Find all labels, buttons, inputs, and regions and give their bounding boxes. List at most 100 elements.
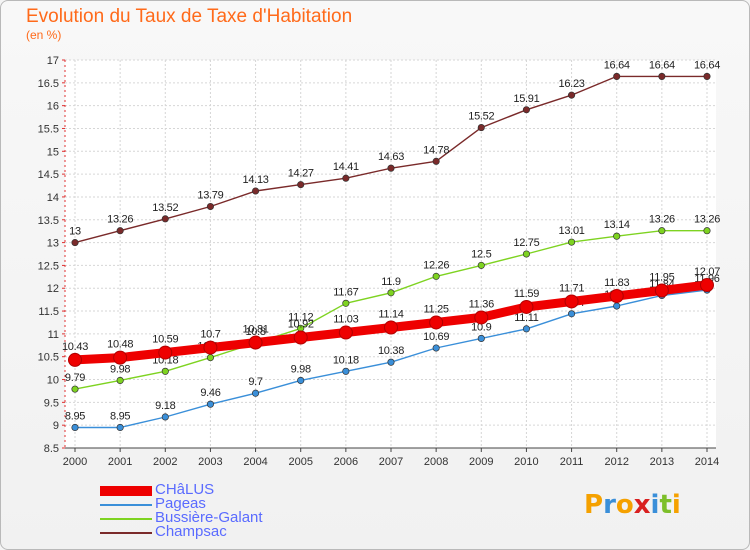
data-label-ch-lus: 11.71 (559, 282, 584, 294)
data-point-pageas (71, 423, 79, 432)
y-tick-label: 9 (53, 420, 59, 432)
data-point-bussi-re-galant (387, 289, 395, 297)
data-label-bussi-re-galant: 13.26 (694, 214, 720, 226)
data-point-champsac (116, 227, 124, 235)
y-tick-label: 9.5 (44, 397, 59, 409)
data-point-ch-lus (429, 315, 444, 330)
data-label-champsac: 14.63 (378, 151, 404, 163)
data-label-champsac: 13.52 (152, 202, 178, 214)
y-tick-label: 15 (47, 146, 59, 158)
data-label-bussi-re-galant: 11.12 (288, 311, 313, 323)
logo-letter: i (671, 490, 681, 520)
data-point-bussi-re-galant (703, 227, 711, 235)
data-point-bussi-re-galant (71, 385, 79, 393)
data-label-pageas: 9.7 (248, 376, 263, 388)
data-point-ch-lus (519, 299, 534, 314)
data-point-pageas (116, 423, 124, 432)
data-label-pageas: 9.46 (200, 387, 220, 399)
data-point-ch-lus (474, 310, 489, 325)
data-label-champsac: 14.78 (423, 144, 449, 156)
x-tick-label: 2003 (198, 456, 222, 468)
data-point-bussi-re-galant (522, 250, 530, 258)
data-point-ch-lus (113, 350, 128, 365)
data-label-ch-lus: 11.14 (378, 308, 403, 320)
legend-label-champsac: Champsac (155, 523, 227, 540)
data-label-champsac: 13.79 (197, 190, 223, 202)
data-point-pageas (522, 325, 530, 333)
data-point-champsac (297, 181, 305, 189)
data-label-ch-lus: 10.59 (152, 334, 178, 346)
data-point-champsac (71, 239, 79, 247)
data-label-bussi-re-galant: 12.26 (423, 259, 449, 271)
x-tick-label: 2002 (153, 456, 177, 468)
data-label-champsac: 15.52 (468, 111, 494, 123)
data-point-pageas (297, 376, 305, 384)
data-label-ch-lus: 10.43 (62, 341, 88, 353)
data-point-champsac (477, 124, 485, 132)
data-label-champsac: 16.64 (604, 59, 630, 71)
x-tick-label: 2006 (334, 456, 358, 468)
data-point-pageas (342, 367, 350, 375)
data-point-pageas (568, 310, 576, 318)
x-tick-label: 2005 (288, 456, 312, 468)
data-point-pageas (477, 334, 485, 342)
x-tick-label: 2014 (695, 456, 719, 468)
data-point-bussi-re-galant (477, 261, 485, 269)
data-label-pageas: 9.98 (291, 363, 311, 375)
y-tick-label: 11.5 (38, 306, 59, 318)
logo-letter: i (650, 490, 660, 520)
legend-label-chalus: CHâLUS (155, 481, 215, 498)
data-label-bussi-re-galant: 9.98 (110, 363, 130, 375)
y-tick-label: 14 (47, 192, 59, 204)
data-point-bussi-re-galant (116, 376, 124, 384)
data-label-pageas: 10.69 (423, 331, 449, 343)
data-point-champsac (522, 106, 530, 114)
legend-swatch-chalus (100, 486, 152, 496)
data-point-pageas (387, 358, 395, 366)
data-label-pageas: 8.95 (110, 410, 130, 422)
data-point-pageas (432, 344, 440, 352)
data-point-champsac (432, 157, 440, 165)
data-label-champsac: 16.23 (559, 78, 585, 90)
data-point-ch-lus (384, 320, 398, 335)
data-point-ch-lus (564, 294, 579, 309)
data-point-champsac (658, 72, 666, 80)
data-label-pageas: 10.18 (333, 354, 359, 366)
data-label-ch-lus: 11.95 (649, 272, 674, 284)
data-point-ch-lus (700, 278, 714, 293)
data-label-pageas: 10.9 (471, 321, 491, 333)
data-point-bussi-re-galant (161, 367, 169, 375)
data-point-ch-lus (158, 345, 173, 360)
y-tick-label: 13 (47, 238, 59, 250)
x-tick-label: 2009 (469, 456, 493, 468)
data-label-bussi-re-galant: 12.75 (513, 237, 539, 249)
data-point-champsac (568, 91, 576, 99)
data-point-ch-lus (203, 340, 218, 355)
data-point-bussi-re-galant (658, 227, 666, 235)
data-label-pageas: 9.18 (155, 400, 175, 412)
data-label-champsac: 14.27 (288, 168, 314, 180)
y-tick-label: 14.5 (38, 169, 59, 181)
data-point-ch-lus (293, 330, 308, 345)
legend-label-bussiere-galant: Bussière-Galant (155, 509, 263, 526)
y-tick-label: 12 (47, 283, 59, 295)
data-label-ch-lus: 11.83 (604, 277, 629, 289)
x-tick-label: 2007 (379, 456, 403, 468)
data-label-pageas: 11.11 (514, 312, 539, 324)
data-label-bussi-re-galant: 13.01 (559, 225, 585, 237)
data-label-bussi-re-galant: 11.9 (381, 276, 401, 288)
data-label-ch-lus: 11.59 (514, 288, 539, 300)
logo-letter: t (659, 490, 672, 520)
proxiti-logo: Proxiti (584, 490, 681, 520)
data-label-champsac: 13 (69, 226, 81, 238)
data-point-champsac (703, 72, 711, 80)
logo-letter: o (615, 490, 634, 520)
x-tick-label: 2013 (650, 456, 674, 468)
data-label-bussi-re-galant: 10.8 (245, 326, 265, 338)
data-point-ch-lus (338, 325, 353, 340)
data-point-pageas (252, 389, 260, 397)
data-point-bussi-re-galant (206, 354, 214, 362)
x-tick-label: 2011 (560, 456, 584, 468)
data-label-champsac: 16.64 (694, 59, 720, 71)
legend-label-pageas: Pageas (155, 495, 206, 512)
